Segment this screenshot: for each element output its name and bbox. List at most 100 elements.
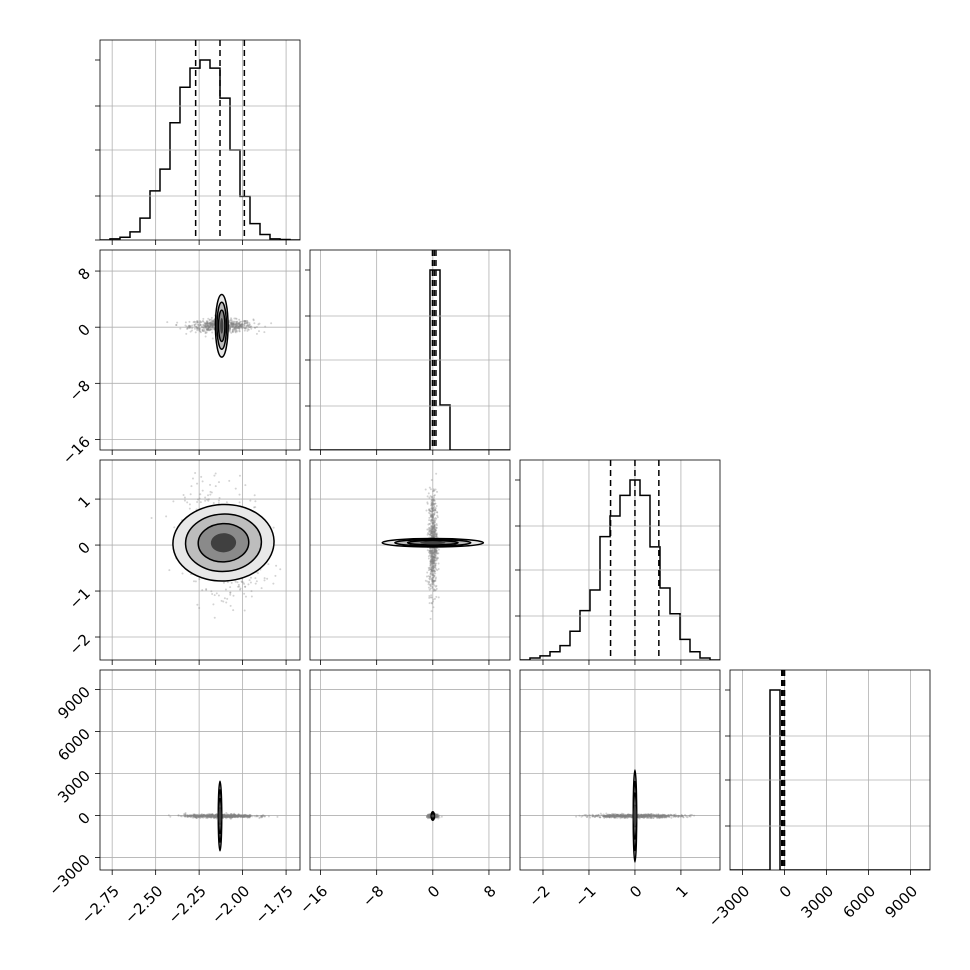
sample-point [432,523,435,526]
sample-point [673,814,676,817]
sample-point [435,814,438,817]
sample-point [645,815,648,818]
sample-point [430,555,433,558]
sample-point [433,524,436,527]
sample-point [236,327,239,330]
sample-point [237,814,240,817]
sample-point [616,814,619,817]
sample-point [644,815,647,818]
sample-point [434,530,437,533]
sample-point [608,816,611,819]
sample-point [240,814,243,817]
sample-point [198,322,201,325]
sample-point [431,573,434,576]
sample-point [244,816,247,819]
sample-point [434,509,437,512]
sample-point [248,815,251,818]
sample-point [430,583,433,586]
sample-point [208,815,211,818]
sample-point [428,816,431,819]
sample-point [643,815,646,818]
sample-point [431,519,434,522]
sample-point [433,584,436,587]
x-tick-label: −1 [571,882,599,910]
sample-point [431,581,434,584]
sample-point [619,814,622,817]
sample-point [244,320,247,323]
sample-point [209,325,212,328]
sample-point [433,552,436,555]
sample-point [607,813,610,816]
sample-point [431,573,434,576]
sample-point [209,814,212,817]
sample-point [231,815,234,818]
sample-point [188,814,191,817]
sample-point [215,813,218,816]
sample-point [649,816,652,819]
sample-point [431,580,434,583]
sample-point [621,814,624,817]
sample-point [626,814,629,817]
sample-point [429,509,432,512]
sample-point [206,320,209,323]
sample-point [239,323,242,326]
sample-point [209,490,212,493]
sample-point [195,325,198,328]
sample-point [241,325,244,328]
y-tick-label: −16 [59,433,94,468]
sample-point [208,329,211,332]
sample-point [208,814,211,817]
sample-point [228,319,231,322]
sample-point [431,529,434,532]
sample-point [637,814,640,817]
sample-point [243,815,246,818]
sample-point [242,814,245,817]
sample-point [664,815,667,818]
sample-point [434,572,437,575]
sample-point [235,328,238,331]
sample-point [433,551,436,554]
sample-point [211,320,214,323]
sample-point [230,816,233,819]
sample-point [200,326,203,329]
sample-point [206,815,209,818]
sample-point [213,814,216,817]
sample-point [249,325,252,328]
sample-point [427,815,430,818]
sample-point [243,320,246,323]
sample-point [214,815,217,818]
sample-point [433,570,436,573]
sample-point [222,815,225,818]
sample-point [244,595,247,598]
sample-point [208,322,211,325]
sample-point [222,814,225,817]
sample-point [223,814,226,817]
sample-point [659,814,662,817]
sample-point [243,323,246,326]
sample-point [662,814,665,817]
sample-point [208,813,211,816]
sample-point [235,324,238,327]
sample-point [250,590,253,593]
sample-point [620,815,623,818]
sample-point [434,814,437,817]
sample-point [431,567,434,570]
sample-point [249,814,252,817]
sample-point [210,813,213,816]
sample-point [646,815,649,818]
sample-point [206,322,209,325]
sample-point [210,815,213,818]
sample-point [663,815,666,818]
sample-point [432,534,435,537]
sample-point [209,322,212,325]
sample-point [606,815,609,818]
sample-point [433,560,436,563]
sample-point [432,556,435,559]
sample-point [429,547,432,550]
sample-point [276,815,279,818]
sample-point [240,815,243,818]
sample-point [200,815,203,818]
sample-point [433,580,436,583]
sample-point [193,813,196,816]
sample-point [665,815,668,818]
